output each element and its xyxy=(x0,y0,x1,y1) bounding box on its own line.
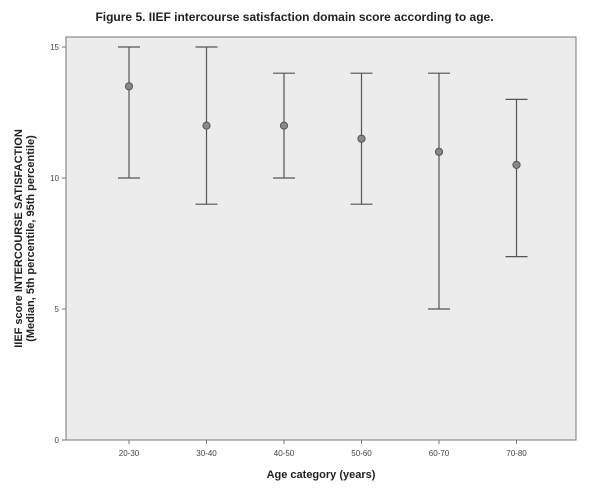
median-point xyxy=(124,82,134,91)
median-point xyxy=(512,160,521,169)
x-tick-label: 20-30 xyxy=(119,449,140,458)
x-tick-label: 70-80 xyxy=(506,449,527,458)
median-point xyxy=(202,121,211,130)
y-axis: 0 5 10 15 xyxy=(50,43,66,445)
y-tick-label: 0 xyxy=(55,436,60,445)
x-tick-label: 30-40 xyxy=(196,449,217,458)
x-tick-label: 50-60 xyxy=(351,449,372,458)
x-axis: 20-30 30-40 40-50 50-60 60-70 70-80 xyxy=(119,440,527,458)
plot-area xyxy=(65,36,577,441)
x-axis-title: Age category (years) xyxy=(267,469,376,481)
y-tick-label: 10 xyxy=(50,174,59,183)
median-point xyxy=(434,147,444,156)
chart-title: Figure 5. IIEF intercourse satisfaction … xyxy=(95,10,494,24)
y-axis-subtitle: (Median, 5th percentile, 95th percentile… xyxy=(25,135,37,342)
x-tick-label: 60-70 xyxy=(429,449,450,458)
error-bars xyxy=(118,46,528,310)
median-point xyxy=(357,134,366,143)
y-axis-title-group: IIEF score INTERCOURSE SATISFACTION (Med… xyxy=(13,129,37,348)
y-tick-label: 5 xyxy=(55,305,60,314)
y-tick-label: 15 xyxy=(50,43,59,52)
median-point xyxy=(279,121,289,130)
y-axis-title: IIEF score INTERCOURSE SATISFACTION xyxy=(13,129,25,348)
x-tick-label: 40-50 xyxy=(274,449,295,458)
